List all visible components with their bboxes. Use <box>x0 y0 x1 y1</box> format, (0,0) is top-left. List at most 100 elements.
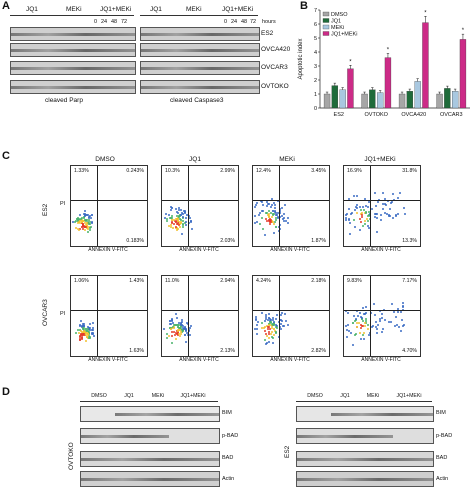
flow-event-dot <box>78 332 81 335</box>
flow-event-dot <box>175 317 178 320</box>
flow-event-dot <box>274 330 277 333</box>
panel-letter-d: D <box>2 386 10 398</box>
panelD-left-protein-pbad: p-BAD <box>222 433 239 439</box>
flow-event-dot <box>285 320 288 323</box>
flow-event-dot <box>254 206 257 209</box>
flow-event-dot <box>181 215 184 218</box>
flow-event-dot <box>79 338 82 341</box>
flow-quadrant-ur: 0.243% <box>126 168 144 174</box>
flow-event-dot <box>184 329 187 332</box>
flow-event-dot <box>274 221 277 224</box>
panelA-left-blot-ovtoko <box>10 80 136 94</box>
panelA-right-blot-ovca420 <box>140 43 260 57</box>
flow-event-dot <box>271 216 274 219</box>
flow-event-dot <box>266 334 269 337</box>
flow-event-dot <box>181 211 184 214</box>
flow-gate-horizontal <box>162 200 238 201</box>
flow-event-dot <box>264 338 267 341</box>
panelD-right-header-line <box>296 401 432 402</box>
flow-event-dot <box>365 321 368 324</box>
flow-event-dot <box>381 327 384 330</box>
panelD-left-protein-actin: Actin <box>222 476 235 482</box>
flow-quadrant-ul: 9.83% <box>347 278 362 284</box>
flow-event-dot <box>268 323 271 326</box>
flow-event-dot <box>177 330 180 333</box>
flow-quadrant-ul: 16.9% <box>347 168 362 174</box>
flow-event-dot <box>177 219 180 222</box>
flow-event-dot <box>364 324 367 327</box>
flow-event-dot <box>361 212 364 215</box>
flow-event-dot <box>89 226 92 229</box>
flow-event-dot <box>185 340 188 343</box>
flow-event-dot <box>93 335 96 338</box>
flow-event-dot <box>186 331 188 334</box>
flow-x-axis-label: ANNEXIN V-FITC <box>179 247 219 253</box>
flow-event-dot <box>277 216 280 219</box>
flow-event-dot <box>345 310 348 313</box>
flow-event-dot <box>359 331 362 334</box>
panelD-right-protein-actin: Actin <box>436 476 449 482</box>
panelA-right-tp-24: 24 <box>231 19 238 25</box>
flow-event-dot <box>82 334 85 337</box>
flow-event-dot <box>390 303 393 306</box>
flow-event-dot <box>396 310 399 313</box>
flow-event-dot <box>267 317 270 320</box>
flow-event-dot <box>83 224 86 227</box>
flow-event-dot <box>175 210 178 213</box>
flow-event-dot <box>85 331 88 334</box>
panelA-hours-label: hours <box>262 19 276 25</box>
flow-event-dot <box>170 222 173 225</box>
flow-event-dot <box>347 208 350 211</box>
flow-event-dot <box>78 221 81 224</box>
flow-event-dot <box>359 217 362 220</box>
y-tick-label: 1 <box>314 92 317 98</box>
flow-event-dot <box>355 203 358 206</box>
flow-event-dot <box>284 220 287 223</box>
flow-event-dot <box>86 230 89 233</box>
flow-event-dot <box>265 200 268 203</box>
flow-event-dot <box>363 219 366 222</box>
flow-event-dot <box>365 204 368 207</box>
flow-event-dot <box>281 217 284 220</box>
flow-event-dot <box>175 331 178 334</box>
flow-event-dot <box>91 331 94 334</box>
flow-event-dot <box>166 332 169 335</box>
flow-event-dot <box>77 227 80 230</box>
flow-event-dot <box>349 213 352 216</box>
flow-gate-horizontal <box>253 200 329 201</box>
flow-event-dot <box>78 329 81 332</box>
panel-letter-c: C <box>2 150 10 162</box>
x-category-label: OVCAR3 <box>440 112 463 118</box>
flow-col-title-jq1: JQ1 <box>189 156 201 163</box>
bar-JQ1-OVCAR3 <box>444 88 451 109</box>
flow-event-dot <box>175 312 178 315</box>
flow-event-dot <box>271 219 274 222</box>
flow-event-dot <box>79 334 82 337</box>
flow-event-dot <box>362 331 365 334</box>
flow-event-dot <box>346 323 349 326</box>
flow-event-dot <box>266 324 269 327</box>
flow-event-dot <box>286 217 289 220</box>
flow-event-dot <box>271 342 274 345</box>
flow-event-dot <box>364 306 367 308</box>
panelD-left-group-2: JQ1 <box>124 393 134 399</box>
flow-event-dot <box>90 222 93 225</box>
flow-event-dot <box>360 327 363 330</box>
legend-swatch <box>322 11 330 17</box>
flow-event-dot <box>375 204 378 207</box>
flow-event-dot <box>355 325 358 328</box>
flow-event-dot <box>84 214 87 217</box>
flow-event-dot <box>360 220 363 223</box>
flow-event-dot <box>264 320 266 323</box>
flow-event-dot <box>83 327 86 330</box>
panelD-left-blot-actin <box>80 471 220 487</box>
flow-event-dot <box>272 201 275 204</box>
flow-event-dot <box>272 333 275 336</box>
flow-event-dot <box>269 318 272 321</box>
flow-event-dot <box>176 325 179 328</box>
flow-event-dot <box>381 191 384 194</box>
flow-event-dot <box>363 337 366 340</box>
flow-gate-vertical <box>97 166 98 246</box>
bar-JQ1-OVTOKO <box>369 89 376 109</box>
flow-event-dot <box>84 225 87 228</box>
